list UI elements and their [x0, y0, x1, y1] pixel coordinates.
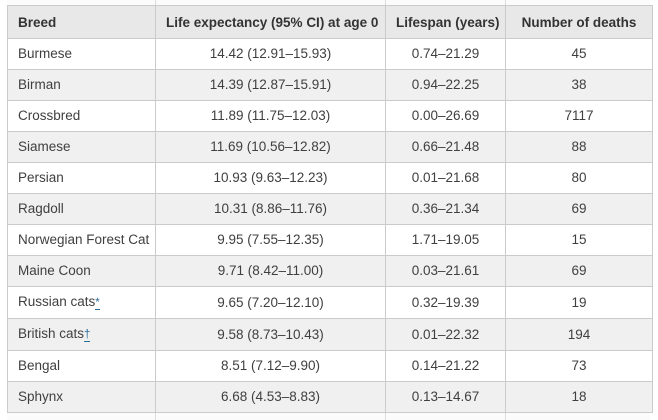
- life-expectancy-cell: 10.93 (9.63–12.23): [155, 162, 386, 194]
- lifespan-cell: 0.74–21.29: [385, 38, 506, 70]
- column-divider: [385, 0, 386, 5]
- table-row: Norwegian Forest Cat 9.95 (7.55–12.35) 1.7…: [7, 224, 653, 256]
- deaths-cell: 38: [505, 69, 653, 101]
- column-divider: [155, 413, 156, 420]
- breed-cell: Norwegian Forest Cat: [7, 224, 156, 256]
- breed-cell: Russian cats*: [7, 286, 156, 319]
- life-expectancy-cell: 8.51 (7.12–9.90): [155, 350, 386, 382]
- life-expectancy-cell: 10.31 (8.86–11.76): [155, 193, 386, 225]
- breed-cell: Persian: [7, 162, 156, 194]
- life-expectancy-cell: 6.68 (4.53–8.83): [155, 381, 386, 413]
- life-expectancy-cell: 11.69 (10.56–12.82): [155, 131, 386, 163]
- breed-name: Norwegian Forest Cat: [18, 232, 150, 247]
- lifespan-cell: 0.01–21.68: [385, 162, 506, 194]
- breed-cell: Siamese: [7, 131, 156, 163]
- lifespan-cell: 0.14–21.22: [385, 350, 506, 382]
- col-header-life-expectancy: Life expectancy (95% CI) at age 0: [155, 5, 386, 39]
- lifespan-cell: 0.66–21.48: [385, 131, 506, 163]
- breed-name: Russian cats: [18, 294, 96, 309]
- deaths-cell: 69: [505, 193, 653, 225]
- deaths-cell: 15: [505, 224, 653, 256]
- life-expectancy-cell: 9.65 (7.20–12.10): [155, 286, 386, 319]
- life-expectancy-cell: 14.39 (12.87–15.91): [155, 69, 386, 101]
- table-row: Bengal 8.51 (7.12–9.90) 0.14–21.22 73: [7, 350, 653, 382]
- cropped-row-below: [7, 413, 650, 420]
- col-header-breed: Breed: [7, 5, 156, 39]
- footnote-asterisk-link[interactable]: *: [95, 297, 100, 310]
- life-expectancy-cell: 9.95 (7.55–12.35): [155, 224, 386, 256]
- table-row: Sphynx 6.68 (4.53–8.83) 0.13–14.67 18: [7, 381, 653, 413]
- lifespan-cell: 0.94–22.25: [385, 69, 506, 101]
- deaths-cell: 7117: [505, 100, 653, 132]
- life-expectancy-cell: 9.71 (8.42–11.00): [155, 255, 386, 287]
- column-divider: [385, 413, 386, 420]
- breed-life-expectancy-table: Breed Life expectancy (95% CI) at age 0 …: [7, 5, 653, 413]
- deaths-cell: 88: [505, 131, 653, 163]
- breed-name: Birman: [18, 77, 61, 92]
- lifespan-cell: 0.13–14.67: [385, 381, 506, 413]
- footnote-dagger-link[interactable]: †: [84, 329, 91, 342]
- table-row: Russian cats* 9.65 (7.20–12.10) 0.32–19.39…: [7, 286, 653, 319]
- breed-name: British cats: [18, 326, 85, 341]
- column-divider: [505, 413, 506, 420]
- deaths-cell: 194: [505, 318, 653, 351]
- table-row: Ragdoll 10.31 (8.86–11.76) 0.36–21.34 69: [7, 193, 653, 225]
- table-row: Burmese 14.42 (12.91–15.93) 0.74–21.29 45: [7, 38, 653, 70]
- breed-cell: British cats†: [7, 318, 156, 351]
- deaths-cell: 19: [505, 286, 653, 319]
- life-expectancy-cell: 11.89 (11.75–12.03): [155, 100, 386, 132]
- deaths-cell: 45: [505, 38, 653, 70]
- breed-cell: Bengal: [7, 350, 156, 382]
- deaths-cell: 80: [505, 162, 653, 194]
- breed-cell: Ragdoll: [7, 193, 156, 225]
- breed-name: Siamese: [18, 139, 71, 154]
- breed-cell: Maine Coon: [7, 255, 156, 287]
- lifespan-cell: 0.36–21.34: [385, 193, 506, 225]
- breed-name: Crossbred: [18, 108, 81, 123]
- breed-cell: Birman: [7, 69, 156, 101]
- lifespan-cell: 0.00–26.69: [385, 100, 506, 132]
- deaths-cell: 73: [505, 350, 653, 382]
- breed-cell: Sphynx: [7, 381, 156, 413]
- table-row: Maine Coon 9.71 (8.42–11.00) 0.03–21.61 69: [7, 255, 653, 287]
- breed-cell: Crossbred: [7, 100, 156, 132]
- col-header-lifespan: Lifespan (years): [385, 5, 506, 39]
- table-row: British cats† 9.58 (8.73–10.43) 0.01–22.32…: [7, 318, 653, 351]
- header-row: Breed Life expectancy (95% CI) at age 0 …: [7, 5, 653, 39]
- breed-name: Ragdoll: [18, 201, 64, 216]
- life-expectancy-cell: 9.58 (8.73–10.43): [155, 318, 386, 351]
- table-row: Persian 10.93 (9.63–12.23) 0.01–21.68 80: [7, 162, 653, 194]
- breed-cell: Burmese: [7, 38, 156, 70]
- lifespan-cell: 0.01–22.32: [385, 318, 506, 351]
- lifespan-cell: 0.03–21.61: [385, 255, 506, 287]
- column-divider: [155, 0, 156, 5]
- table-row: Crossbred 11.89 (11.75–12.03) 0.00–26.69 71…: [7, 100, 653, 132]
- deaths-cell: 69: [505, 255, 653, 287]
- column-divider: [505, 0, 506, 5]
- cropped-row-above: [7, 0, 650, 5]
- deaths-cell: 18: [505, 381, 653, 413]
- breed-name: Bengal: [18, 358, 61, 373]
- lifespan-cell: 1.71–19.05: [385, 224, 506, 256]
- life-expectancy-cell: 14.42 (12.91–15.93): [155, 38, 386, 70]
- breed-name: Persian: [18, 170, 64, 185]
- col-header-deaths: Number of deaths: [505, 5, 653, 39]
- breed-name: Sphynx: [18, 389, 64, 404]
- table-row: Birman 14.39 (12.87–15.91) 0.94–22.25 38: [7, 69, 653, 101]
- breed-name: Burmese: [18, 46, 73, 61]
- table-row: Siamese 11.69 (10.56–12.82) 0.66–21.48 88: [7, 131, 653, 163]
- lifespan-cell: 0.32–19.39: [385, 286, 506, 319]
- breed-name: Maine Coon: [18, 263, 91, 278]
